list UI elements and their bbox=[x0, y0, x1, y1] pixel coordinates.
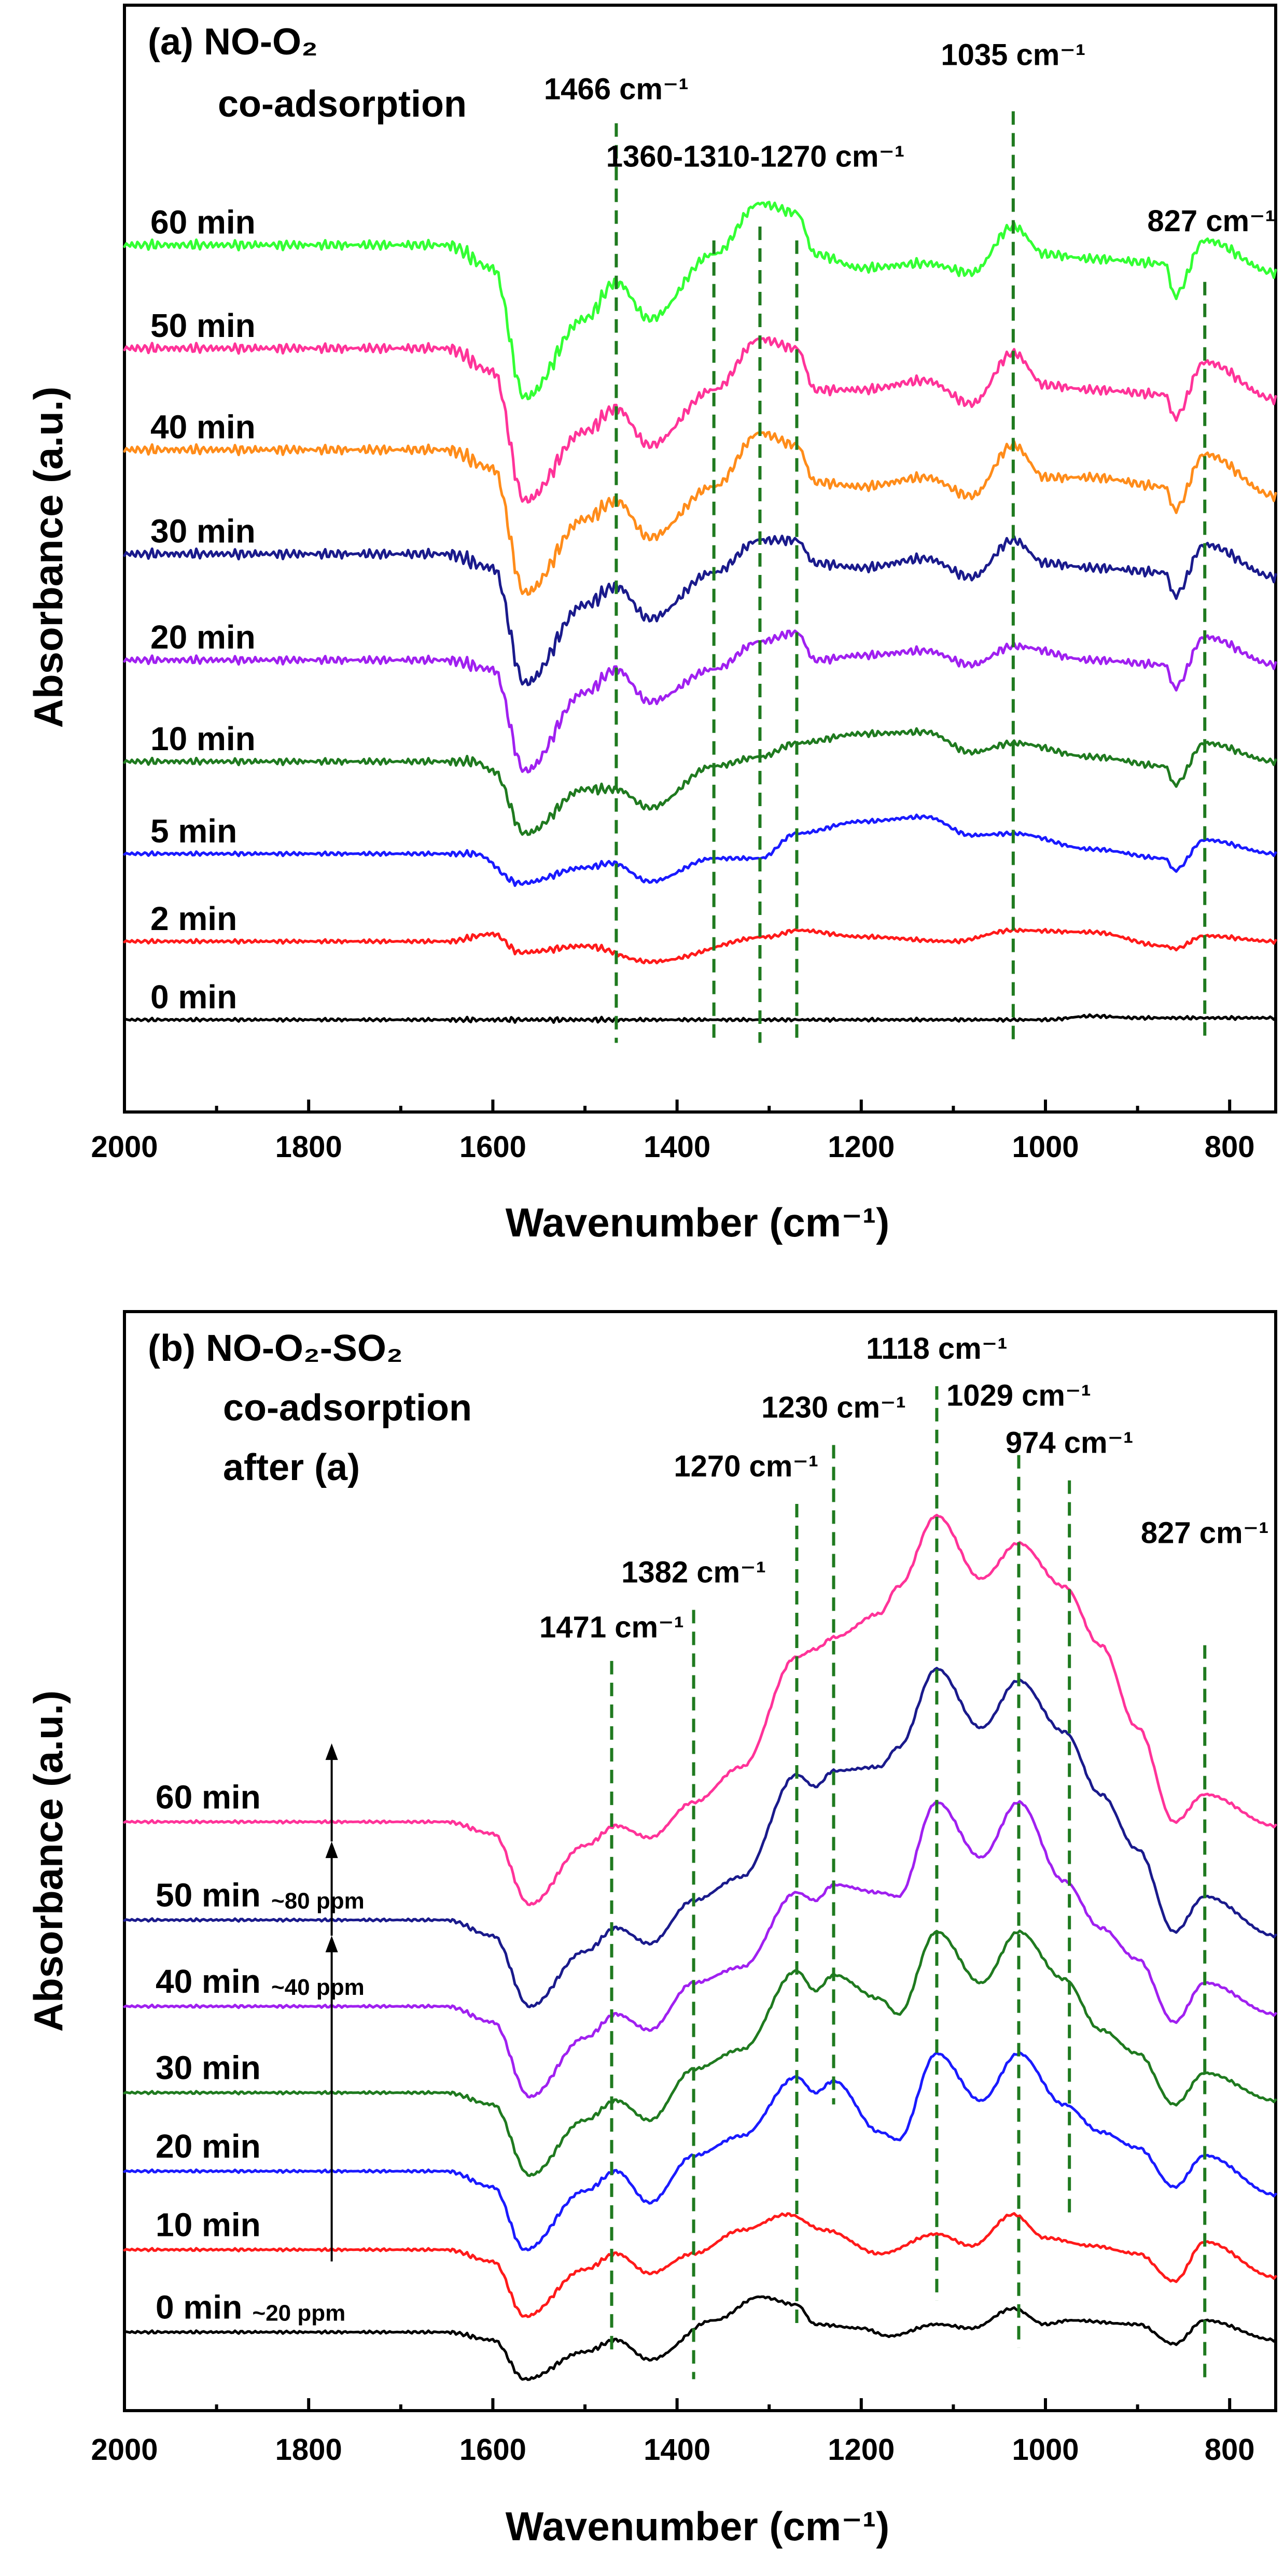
panel-a-y-axis-label: Absorbance (a.u.) bbox=[25, 387, 71, 728]
panel-b-peak-annotation: 1230 cm⁻¹ bbox=[761, 1390, 906, 1424]
panel-a-peak-lines bbox=[615, 111, 1207, 1043]
panel-b-x-tick-label: 1400 bbox=[644, 2433, 710, 2467]
panel-a-x-tick-label: 1000 bbox=[1012, 1130, 1079, 1164]
panel-b-x-axis-label: Wavenumber (cm⁻¹) bbox=[506, 2503, 889, 2549]
panel-a-title-line1: (a) NO-O₂ bbox=[148, 21, 318, 63]
panel-b-y-axis-label: Absorbance (a.u.) bbox=[25, 1691, 71, 2032]
arrow-head bbox=[325, 1935, 338, 1952]
panel-a-series-0-min bbox=[123, 1013, 1277, 1024]
panel-a-x-tick-label: 1800 bbox=[275, 1130, 342, 1164]
panel-b-series bbox=[123, 1514, 1277, 2381]
panel-b-peak-annotation: 1382 cm⁻¹ bbox=[621, 1555, 766, 1589]
panel-a-series-30-min bbox=[123, 534, 1277, 686]
panel-a-curve-label: 50 min bbox=[150, 307, 256, 344]
panel-b-curve-label: 30 min bbox=[156, 2049, 261, 2087]
panel-b-peak-lines bbox=[610, 1386, 1207, 2380]
panel-b-peak-annotation: 1029 cm⁻¹ bbox=[946, 1379, 1091, 1413]
panel-b-title-line3: after (a) bbox=[223, 1447, 360, 1488]
panel-a-curve-label: 0 min bbox=[150, 978, 237, 1016]
panel-a: 1466 cm⁻¹ 1360-1310-1270 cm⁻¹ 1035 cm⁻¹ 827… bbox=[25, 4, 1277, 1245]
panel-a-x-tick-label: 1200 bbox=[828, 1130, 895, 1164]
panel-a-peak-annotation: 1360-1310-1270 cm⁻¹ bbox=[606, 139, 905, 173]
panel-b-series-30-min bbox=[123, 1930, 1277, 2177]
panel-b-so2-note: ~20 ppm bbox=[253, 2301, 346, 2326]
panel-b-x-tick-label: 1600 bbox=[459, 2433, 526, 2467]
panel-a-x-tick-label: 800 bbox=[1205, 1130, 1255, 1164]
panel-a-series-60-min bbox=[123, 201, 1277, 401]
panel-a-annotations: 1466 cm⁻¹ 1360-1310-1270 cm⁻¹ 1035 cm⁻¹ 827… bbox=[544, 38, 1275, 238]
panel-a-curve-labels: 0 min 2 min 5 min 10 min 20 min 30 min 40 min 5… bbox=[150, 204, 256, 1016]
panel-a-curve-label: 20 min bbox=[150, 618, 256, 656]
panel-b-series-50-min bbox=[123, 1667, 1277, 2008]
arrow-head bbox=[325, 1841, 338, 1859]
panel-b-peak-annotation: 974 cm⁻¹ bbox=[1006, 1426, 1134, 1460]
panel-a-frame bbox=[123, 4, 1277, 1114]
panel-b-x-tick-label: 1000 bbox=[1012, 2433, 1079, 2467]
panel-b-so2-note: ~80 ppm bbox=[271, 1889, 365, 1914]
panel-b-peak-annotation: 1118 cm⁻¹ bbox=[866, 1332, 1008, 1366]
panel-b-series-40-min bbox=[123, 1800, 1277, 2099]
panel-b-x-tick-label: 2000 bbox=[91, 2433, 158, 2467]
panel-a-peak-annotation: 827 cm⁻¹ bbox=[1147, 204, 1275, 238]
panel-b-curve-label: 40 min bbox=[156, 1963, 261, 2000]
panel-a-x-tick-label: 1400 bbox=[644, 1130, 710, 1164]
panel-b-curve-label: 50 min bbox=[156, 1877, 261, 1914]
panel-a-series-5-min bbox=[123, 813, 1277, 887]
panel-b-series-10-min bbox=[123, 2212, 1277, 2318]
panel-b-frame bbox=[123, 1310, 1277, 2412]
panel-a-x-ticks: 2000 1800 1600 1400 1200 1000 800 bbox=[91, 1100, 1255, 1164]
panel-b-title-line1: (b) NO-O₂-SO₂ bbox=[148, 1328, 403, 1369]
panel-b-curve-label: 10 min bbox=[156, 2206, 261, 2244]
panel-b-series-20-min bbox=[123, 2051, 1277, 2251]
panel-a-series-40-min bbox=[123, 431, 1277, 596]
panel-b-annotations: 1471 cm⁻¹ 1382 cm⁻¹ 1270 cm⁻¹ 1230 cm⁻¹ 1118… bbox=[539, 1332, 1269, 1644]
panel-b-so2-note: ~40 ppm bbox=[271, 1975, 365, 2000]
panel-b-peak-annotation: 1270 cm⁻¹ bbox=[674, 1449, 818, 1483]
panel-b-series-0-min bbox=[123, 2295, 1277, 2381]
panel-a-curve-label: 60 min bbox=[150, 204, 256, 241]
panel-a-curve-label: 30 min bbox=[150, 513, 256, 550]
panel-b-curve-label: 60 min bbox=[156, 1778, 261, 1815]
panel-a-series-2-min bbox=[123, 927, 1277, 965]
panel-a-curve-label: 40 min bbox=[150, 409, 256, 446]
panel-b-x-tick-label: 1200 bbox=[828, 2433, 895, 2467]
panel-b-curve-label: 0 min bbox=[156, 2289, 242, 2326]
panel-b-x-ticks: 2000 1800 1600 1400 1200 1000 800 bbox=[91, 2398, 1255, 2467]
panel-b: 1471 cm⁻¹ 1382 cm⁻¹ 1270 cm⁻¹ 1230 cm⁻¹ 1118… bbox=[25, 1310, 1277, 2549]
panel-b-peak-annotation: 827 cm⁻¹ bbox=[1141, 1516, 1269, 1550]
panel-b-arrows bbox=[325, 1743, 338, 2262]
panel-a-curve-label: 5 min bbox=[150, 812, 237, 850]
panel-a-curve-label: 10 min bbox=[150, 720, 256, 757]
panel-a-x-axis-label: Wavenumber (cm⁻¹) bbox=[506, 1200, 889, 1245]
panel-a-series-20-min bbox=[123, 629, 1277, 773]
panel-b-curve-label: 20 min bbox=[156, 2128, 261, 2165]
panel-b-series-60-min bbox=[123, 1514, 1277, 1906]
panel-a-x-tick-label: 2000 bbox=[91, 1130, 158, 1164]
panel-b-title-line2: co-adsorption bbox=[223, 1387, 472, 1429]
panel-a-peak-annotation: 1466 cm⁻¹ bbox=[544, 72, 689, 106]
panel-a-title-line2: co-adsorption bbox=[218, 83, 467, 125]
panel-b-peak-annotation: 1471 cm⁻¹ bbox=[539, 1610, 684, 1644]
panel-b-curve-labels: 0 min ~20 ppm 10 min 20 min 30 min 40 min ~40 … bbox=[156, 1778, 365, 2326]
arrow-head bbox=[325, 1743, 338, 1760]
panel-a-series bbox=[123, 201, 1277, 1024]
panel-a-x-tick-label: 1600 bbox=[459, 1130, 526, 1164]
panel-b-x-tick-label: 1800 bbox=[275, 2433, 342, 2467]
panel-a-series-10-min bbox=[123, 727, 1277, 836]
panel-b-x-tick-label: 800 bbox=[1205, 2433, 1255, 2467]
panel-a-curve-label: 2 min bbox=[150, 900, 237, 937]
panel-a-peak-annotation: 1035 cm⁻¹ bbox=[941, 38, 1085, 72]
panel-a-series-50-min bbox=[123, 336, 1277, 504]
